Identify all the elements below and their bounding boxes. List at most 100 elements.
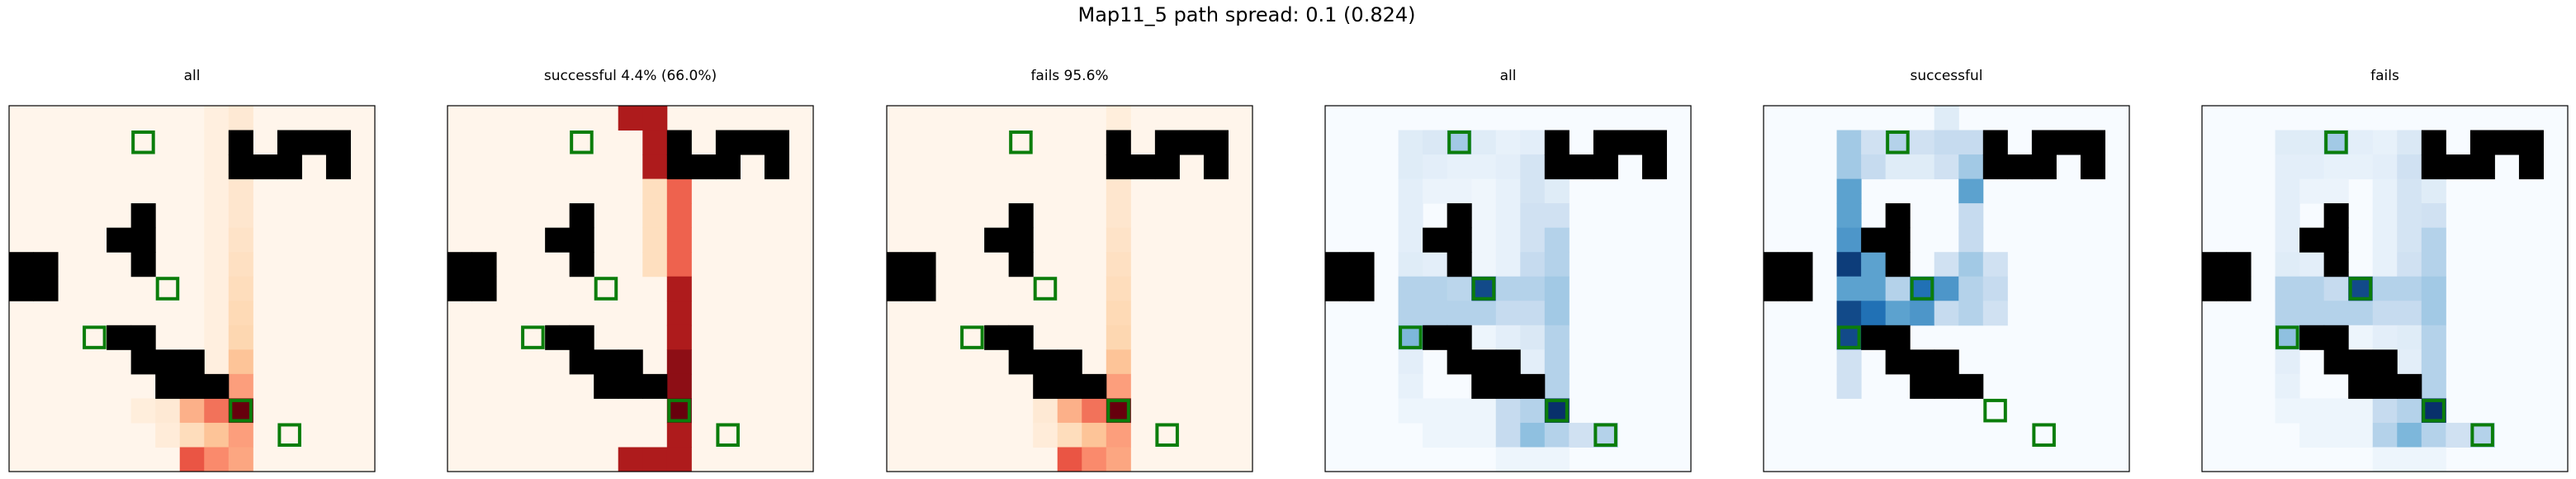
- heat-cell: [1544, 252, 1570, 277]
- heat-cell: [2348, 325, 2374, 350]
- heat-cell: [1398, 203, 1423, 229]
- obstacle-cell: [2056, 130, 2081, 155]
- heat-cell: [666, 373, 692, 399]
- heat-cell: [228, 325, 253, 350]
- obstacle-cell: [1788, 252, 1813, 277]
- heat-cell: [666, 252, 692, 277]
- heat-cell: [1861, 130, 1887, 155]
- heat-cell: [2275, 154, 2300, 180]
- heat-cell: [1910, 130, 1935, 155]
- heat-cell: [1934, 154, 1959, 180]
- heat-cell: [1544, 447, 1570, 472]
- goal-marker: [229, 398, 253, 423]
- obstacle-cell: [569, 325, 594, 350]
- heat-cell: [666, 349, 692, 375]
- obstacle-cell: [2202, 276, 2228, 301]
- obstacle-cell: [325, 130, 351, 155]
- heat-cell: [204, 178, 230, 204]
- obstacle-cell: [1910, 349, 1935, 375]
- heat-cell: [2397, 301, 2422, 326]
- heat-cell: [2275, 325, 2300, 350]
- heat-cell: [2323, 301, 2349, 326]
- heat-cell: [204, 252, 230, 277]
- heat-cell: [1520, 422, 1546, 448]
- obstacle-cell: [887, 276, 912, 301]
- obstacle-cell: [325, 154, 351, 180]
- obstacle-cell: [1593, 154, 1618, 180]
- obstacle-cell: [642, 373, 668, 399]
- heat-cell: [642, 106, 668, 131]
- heat-cell: [2323, 178, 2349, 204]
- obstacle-cell: [155, 373, 181, 399]
- goal-marker: [2348, 277, 2373, 301]
- obstacle-cell: [618, 349, 643, 375]
- heat-cell: [1861, 154, 1887, 180]
- obstacle-cell: [1788, 276, 1813, 301]
- heat-cell: [1958, 227, 1984, 253]
- heat-cell: [204, 106, 230, 131]
- heat-cell: [2446, 422, 2471, 448]
- heat-cell: [204, 349, 230, 375]
- obstacle-cell: [1861, 325, 1887, 350]
- heat-cell: [1495, 301, 1521, 326]
- panel-4: all: [1324, 68, 1692, 472]
- heat-cell: [1471, 203, 1497, 229]
- obstacle-cell: [1617, 130, 1643, 155]
- heat-cell: [1398, 252, 1423, 277]
- heat-cell: [2323, 398, 2349, 424]
- heat-cell: [1836, 276, 1862, 301]
- heat-cell: [2372, 398, 2398, 424]
- obstacle-cell: [2421, 130, 2446, 155]
- obstacle-cell: [715, 130, 741, 155]
- obstacle-cell: [2323, 203, 2349, 229]
- obstacle-cell: [1495, 349, 1521, 375]
- heat-cell: [1544, 276, 1570, 301]
- heat-cell: [1520, 227, 1546, 253]
- heat-cell: [1520, 203, 1546, 229]
- obstacle-cell: [1447, 227, 1472, 253]
- heat-cell: [1544, 373, 1570, 399]
- heat-cell: [2421, 203, 2446, 229]
- obstacle-cell: [1569, 154, 1594, 180]
- panel-2: successful 4.4% (66.0%): [447, 68, 814, 472]
- goal-marker: [1886, 130, 1910, 154]
- goal-marker: [1910, 277, 1934, 301]
- heat-cell: [1520, 325, 1546, 350]
- heat-cell: [204, 447, 230, 472]
- panel-frame: [1324, 105, 1692, 472]
- heat-cell: [2323, 154, 2349, 180]
- heat-cell: [1934, 276, 1959, 301]
- obstacle-cell: [1106, 154, 1131, 180]
- obstacle-cell: [1008, 349, 1034, 375]
- obstacle-cell: [1885, 252, 1911, 277]
- heat-cell: [2421, 276, 2446, 301]
- obstacle-cell: [1325, 276, 1351, 301]
- heat-cell: [642, 130, 668, 155]
- obstacle-cell: [2323, 252, 2349, 277]
- heat-cell: [642, 154, 668, 180]
- heat-cell: [642, 227, 668, 253]
- heat-cell: [2348, 276, 2374, 301]
- heat-cell: [1861, 252, 1887, 277]
- panel-title: successful: [1911, 68, 1983, 84]
- heat-cell: [1447, 276, 1472, 301]
- obstacle-cell: [2080, 154, 2105, 180]
- heat-cell: [1106, 398, 1131, 424]
- obstacle-cell: [691, 154, 717, 180]
- heat-cell: [1398, 398, 1423, 424]
- obstacle-cell: [569, 349, 594, 375]
- heat-cell: [1398, 301, 1423, 326]
- heat-cell: [1398, 227, 1423, 253]
- obstacle-cell: [447, 276, 473, 301]
- heat-cell: [1082, 398, 1107, 424]
- heat-cell: [666, 276, 692, 301]
- obstacle-cell: [33, 276, 59, 301]
- obstacle-cell: [1057, 349, 1082, 375]
- goal-marker: [1399, 325, 1423, 349]
- heat-cell: [1544, 178, 1570, 204]
- heat-cell: [204, 130, 230, 155]
- obstacle-cell: [33, 252, 59, 277]
- obstacle-cell: [1982, 130, 2008, 155]
- heat-cell: [2372, 447, 2398, 472]
- heat-cell: [1033, 398, 1058, 424]
